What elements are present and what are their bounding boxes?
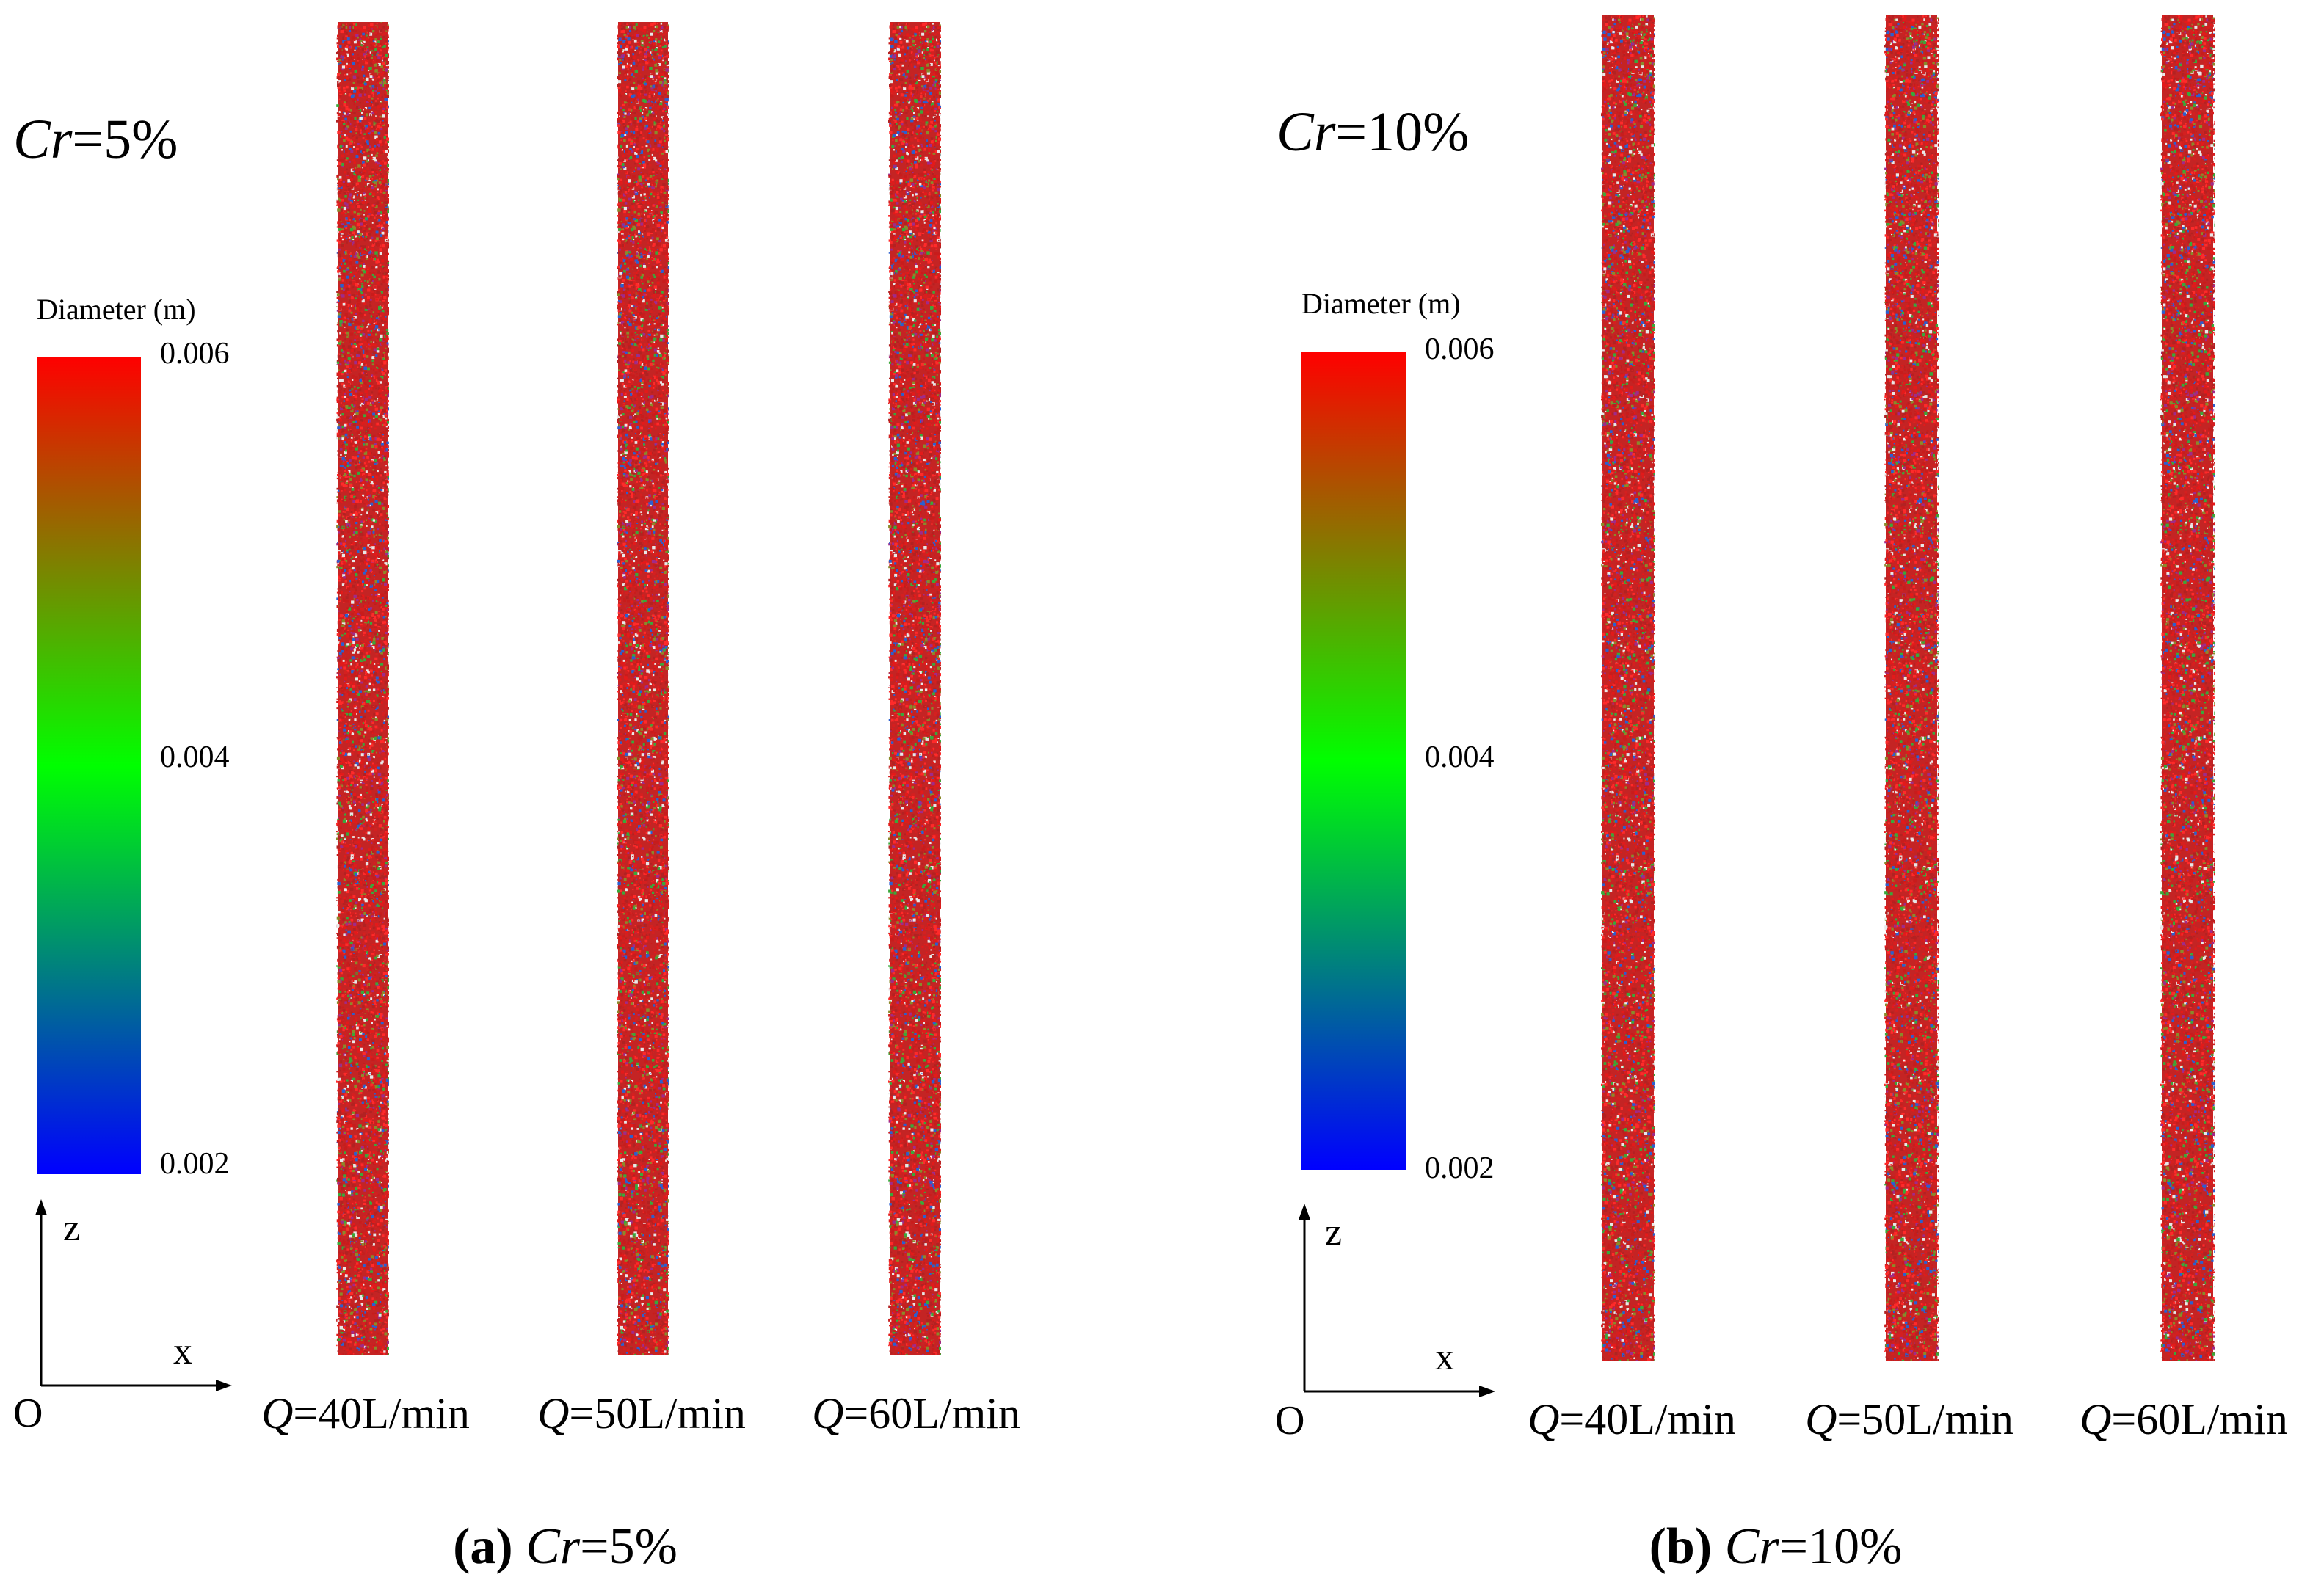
colorbar-max-label: 0.006 xyxy=(1425,332,1495,367)
particle-column-q60 xyxy=(2160,15,2215,1361)
cr-title-value: =5% xyxy=(72,109,178,170)
caption-value: =10% xyxy=(1779,1518,1903,1575)
cr-title-var: Cr xyxy=(13,109,72,170)
caption-letter: (a) xyxy=(453,1518,513,1575)
axis-arrows xyxy=(1299,1204,1495,1397)
particle-column-q40 xyxy=(1601,15,1655,1361)
q-label-50: Q=50L/min xyxy=(1805,1394,2013,1445)
q-label-value: =50L/min xyxy=(569,1389,746,1438)
colorbar-title: Diameter (m) xyxy=(37,292,196,327)
colorbar-mid-label: 0.004 xyxy=(1425,740,1495,775)
caption-letter: (b) xyxy=(1649,1518,1713,1575)
caption-value: =5% xyxy=(580,1518,678,1575)
q-label-40: Q=40L/min xyxy=(261,1388,470,1439)
cr-title: Cr=10% xyxy=(1277,104,1469,160)
q-label-value: =40L/min xyxy=(293,1389,470,1438)
origin-label: O xyxy=(1275,1400,1304,1441)
q-label-var: Q xyxy=(812,1389,843,1438)
q-label-value: =50L/min xyxy=(1837,1395,2013,1443)
particle-column-q40 xyxy=(336,22,389,1355)
x-axis-label: x xyxy=(1435,1339,1454,1377)
colorbar xyxy=(37,357,141,1174)
panel-b: Cr=10% Diameter (m) 0.006 0.004 0.002 z … xyxy=(1162,0,2324,1591)
cr-title-value: =10% xyxy=(1335,101,1469,163)
q-label-var: Q xyxy=(1528,1395,1559,1443)
particle-column-q50 xyxy=(617,22,669,1355)
panel-a: Cr=5% Diameter (m) 0.006 0.004 0.002 z x… xyxy=(13,22,1020,1576)
colorbar-min-label: 0.002 xyxy=(1425,1151,1495,1186)
q-label-var: Q xyxy=(2080,1395,2111,1443)
particle-column-q50 xyxy=(1884,15,1939,1361)
axis-arrows xyxy=(35,1199,232,1391)
colorbar-title: Diameter (m) xyxy=(1301,286,1461,321)
z-axis-label: z xyxy=(1325,1214,1342,1252)
colorbar-min-label: 0.002 xyxy=(160,1146,230,1182)
colorbar-mid-label: 0.004 xyxy=(160,740,230,775)
q-label-60: Q=60L/min xyxy=(2080,1394,2288,1445)
q-label-40: Q=40L/min xyxy=(1528,1394,1736,1445)
q-label-value: =40L/min xyxy=(1559,1395,1736,1443)
caption-a: (a) Cr=5% xyxy=(453,1518,678,1576)
caption-var: Cr xyxy=(1725,1518,1779,1575)
q-label-50: Q=50L/min xyxy=(537,1388,746,1439)
x-axis-label: x xyxy=(173,1333,192,1371)
q-label-var: Q xyxy=(261,1389,293,1438)
cr-title-var: Cr xyxy=(1277,101,1335,163)
caption-var: Cr xyxy=(526,1518,580,1575)
particle-column-q60 xyxy=(888,22,941,1355)
q-label-value: =60L/min xyxy=(843,1389,1020,1438)
colorbar xyxy=(1301,352,1406,1170)
colorbar-max-label: 0.006 xyxy=(160,336,230,371)
origin-label: O xyxy=(13,1393,43,1434)
q-label-value: =60L/min xyxy=(2111,1395,2288,1443)
z-axis-label: z xyxy=(63,1209,80,1248)
cr-title: Cr=5% xyxy=(13,112,178,167)
q-label-60: Q=60L/min xyxy=(812,1388,1020,1439)
caption-b: (b) Cr=10% xyxy=(1649,1518,1903,1576)
q-label-var: Q xyxy=(1805,1395,1837,1443)
q-label-var: Q xyxy=(537,1389,569,1438)
